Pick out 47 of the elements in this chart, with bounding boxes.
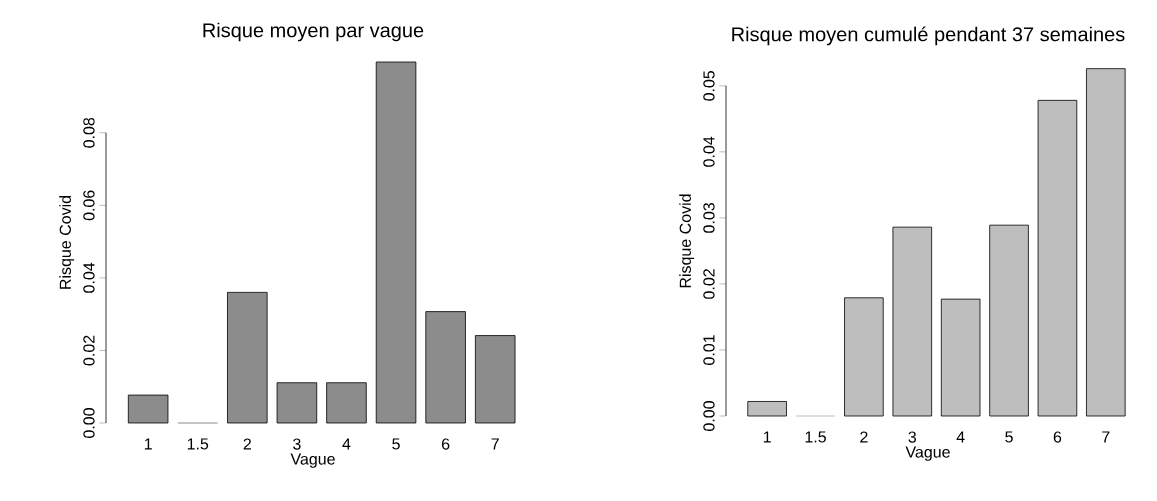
bar	[989, 224, 1029, 417]
chart-title: Risque moyen cumulé pendant 37 semaines	[732, 26, 1125, 46]
x-tick-label: 5	[1005, 431, 1013, 443]
x-axis-title: Vague	[905, 446, 950, 461]
y-axis-title: Risque Covid	[679, 194, 695, 288]
x-axis-title: Vague	[290, 453, 335, 468]
bar	[1086, 68, 1126, 417]
y-tick-label: 0.01	[703, 335, 715, 365]
x-tick-label: 3	[908, 431, 917, 443]
y-tick-label: 0.02	[83, 335, 95, 366]
x-tick-label: 7	[491, 438, 499, 450]
y-tick-label: 0.08	[83, 117, 95, 148]
chart-title: Risque moyen par vague	[203, 22, 424, 42]
y-tick-label: 0.00	[83, 408, 95, 438]
y-tick-label: 0.06	[83, 190, 95, 221]
y-tick-label: 0.00	[703, 401, 715, 431]
x-tick-label: 6	[442, 438, 450, 450]
y-axis-title: Risque Covid	[59, 195, 75, 289]
x-tick-label: 1	[763, 431, 771, 443]
bar	[127, 394, 169, 424]
bar	[474, 335, 516, 424]
x-tick-label: 3	[293, 438, 301, 450]
bar	[425, 311, 466, 424]
x-tick-label: 2	[860, 431, 868, 443]
x-tick-label: 5	[392, 438, 400, 450]
bar	[747, 401, 787, 417]
y-tick-label: 0.02	[703, 269, 715, 299]
bar	[1037, 99, 1078, 417]
y-tick-label: 0.03	[703, 203, 715, 233]
bar	[276, 382, 318, 424]
x-tick-label: 1	[144, 438, 152, 450]
x-tick-label: 4	[342, 438, 351, 450]
x-tick-label: 2	[243, 438, 251, 450]
x-tick-label: 6	[1053, 431, 1062, 443]
y-tick-label: 0.05	[703, 70, 715, 101]
x-tick-label: 4	[956, 431, 965, 443]
bar	[844, 297, 884, 417]
bar	[940, 298, 981, 417]
y-tick-label: 0.04	[83, 262, 95, 293]
x-tick-label: 7	[1102, 431, 1110, 443]
y-tick-label: 0.04	[703, 136, 715, 167]
x-tick-label: 1.5	[805, 431, 826, 443]
bar	[326, 382, 367, 424]
bar	[892, 226, 933, 417]
bar	[375, 61, 417, 424]
bar	[227, 291, 268, 424]
x-tick-label: 1.5	[187, 438, 209, 450]
